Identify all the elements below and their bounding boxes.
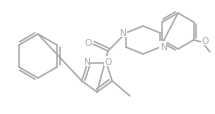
Text: N: N <box>83 57 90 66</box>
Text: N: N <box>160 42 167 51</box>
Text: O: O <box>105 57 112 66</box>
Text: O: O <box>201 36 209 45</box>
Text: N: N <box>119 28 126 37</box>
Text: O: O <box>84 39 92 48</box>
